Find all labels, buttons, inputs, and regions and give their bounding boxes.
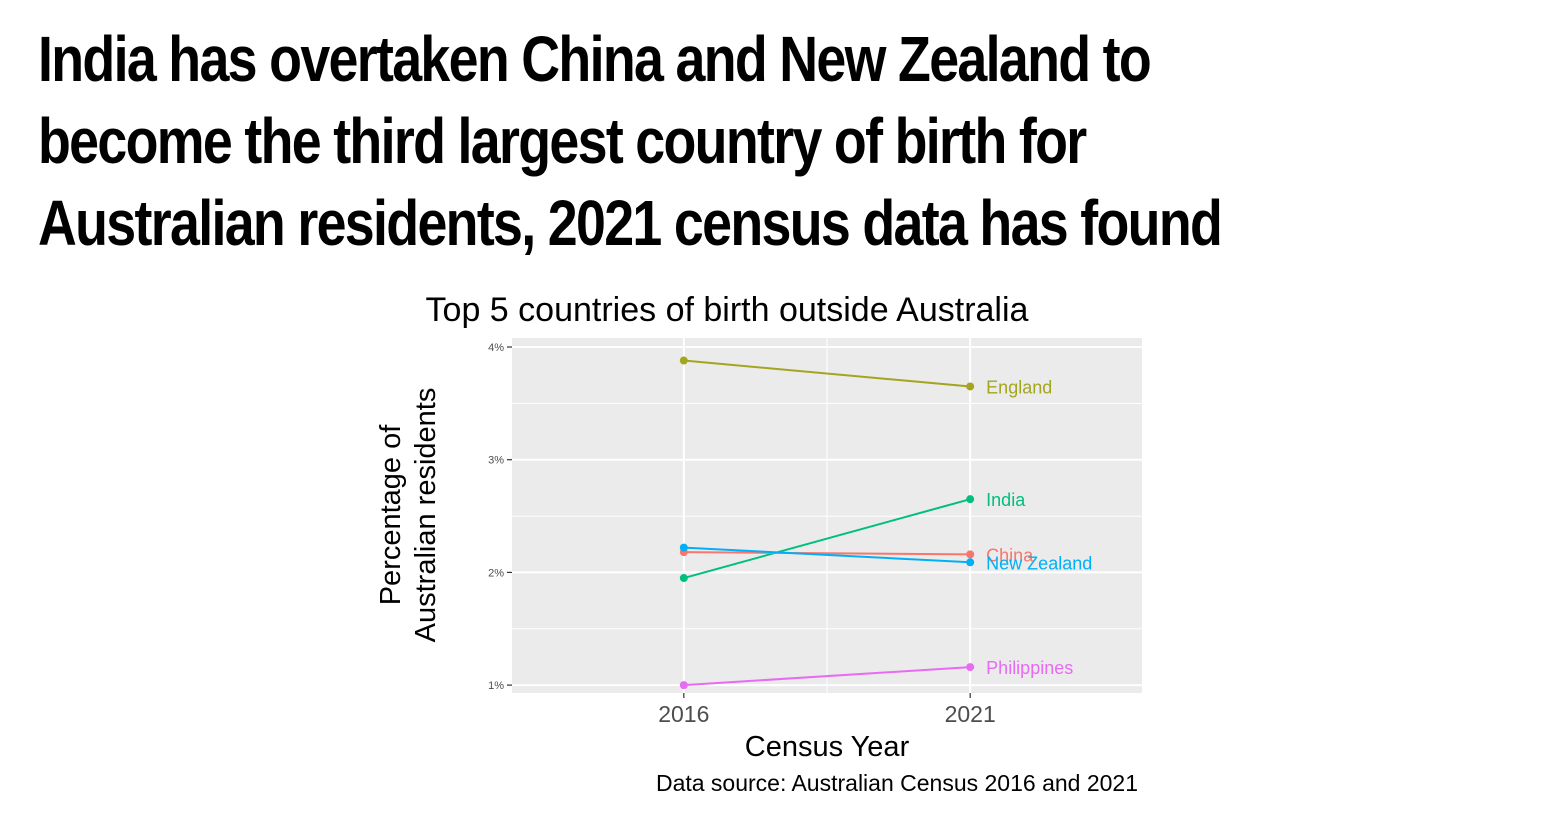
x-axis-title: Census Year — [745, 731, 910, 763]
data-point-philippines — [679, 681, 688, 690]
chart-title: Top 5 countries of birth outside Austral… — [426, 291, 1029, 329]
y-tick-label: 3% — [488, 455, 504, 467]
y-axis-title-line-1: Percentage of — [375, 424, 407, 606]
data-point-england — [679, 356, 688, 365]
series-label-new-zealand: New Zealand — [986, 553, 1092, 573]
series-line-china — [683, 551, 971, 556]
series-label-england: England — [986, 377, 1052, 397]
data-point-china — [966, 550, 975, 559]
series-line-philippines — [683, 666, 971, 687]
series-line-new-zealand — [683, 546, 971, 564]
series-label-china: China — [986, 545, 1034, 565]
data-point-new-zealand — [966, 558, 975, 567]
y-tick-label: 4% — [488, 342, 504, 354]
y-tick-label: 2% — [488, 567, 504, 579]
series-lines — [683, 359, 971, 687]
data-point-india — [679, 574, 688, 583]
x-tick-label: 2021 — [945, 701, 996, 727]
y-axis: 1% 2% 3% 4% — [488, 342, 512, 692]
series-label-india: India — [986, 490, 1026, 510]
data-source-caption: Data source: Australian Census 2016 and … — [656, 770, 1138, 796]
grid-minor — [512, 338, 1142, 693]
series-line-india — [683, 498, 971, 580]
y-axis-title-line-2: Australian residents — [410, 388, 442, 643]
data-point-new-zealand — [679, 543, 688, 552]
data-point-philippines — [966, 663, 975, 672]
series-line-england — [683, 359, 971, 388]
series-label-philippines: Philippines — [986, 658, 1073, 678]
data-point-england — [966, 382, 975, 391]
data-point-india — [966, 495, 975, 504]
headline: India has overtaken China and New Zealan… — [38, 23, 1223, 259]
y-tick-label: 1% — [488, 680, 504, 692]
x-tick-label: 2016 — [658, 701, 709, 727]
series-points — [679, 356, 975, 690]
x-axis: 2016 2021 — [658, 693, 996, 727]
grid-major — [512, 338, 1142, 693]
